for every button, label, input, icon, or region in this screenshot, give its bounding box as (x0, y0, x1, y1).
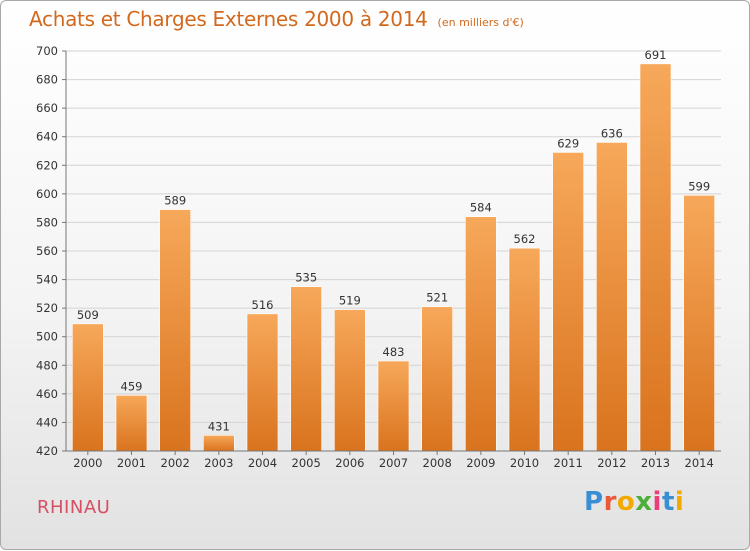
logo-letter: i (652, 487, 662, 517)
bar-value-label: 691 (645, 48, 667, 62)
bar (115, 394, 148, 452)
commune-name: RHINAU (37, 497, 111, 518)
y-tick-label: 680 (36, 73, 58, 87)
bar-value-label: 521 (426, 291, 448, 305)
bar-value-label: 636 (601, 126, 623, 140)
y-tick-label: 600 (36, 187, 58, 201)
x-tick-label: 2006 (335, 456, 364, 470)
bar (465, 216, 497, 452)
bar-value-label: 509 (77, 308, 99, 322)
bar-value-label: 584 (470, 201, 492, 215)
bar-value-label: 589 (164, 194, 186, 208)
x-tick-label: 2001 (117, 456, 146, 470)
y-tick-label: 660 (36, 101, 58, 115)
bar (639, 63, 672, 452)
y-tick-label: 420 (36, 444, 58, 458)
y-tick-label: 560 (36, 244, 58, 258)
bar (72, 323, 104, 452)
bar-value-label: 431 (208, 419, 230, 433)
y-tick-label: 500 (36, 330, 58, 344)
y-tick-label: 640 (36, 130, 58, 144)
bar-value-label: 629 (557, 136, 579, 150)
logo-letter: x (635, 487, 653, 517)
bar (421, 306, 453, 452)
bar (203, 434, 235, 452)
bar (596, 142, 628, 452)
y-tick-label: 700 (36, 44, 58, 58)
bar (377, 360, 410, 452)
y-tick-label: 580 (36, 215, 58, 229)
bar-value-label: 599 (688, 179, 710, 193)
x-tick-label: 2011 (554, 456, 583, 470)
chart-title-text: Achats et Charges Externes 2000 à 2014 (29, 7, 428, 31)
bar-value-label: 535 (295, 271, 317, 285)
y-tick-label: 440 (36, 415, 58, 429)
y-tick-label: 480 (36, 358, 58, 372)
bar (246, 313, 279, 452)
bar-value-label: 483 (383, 345, 405, 359)
x-tick-label: 2002 (161, 456, 190, 470)
y-tick-label: 620 (36, 158, 58, 172)
axes (62, 50, 721, 455)
bar (552, 152, 584, 452)
bars (72, 63, 715, 452)
logo-letter: P (584, 487, 604, 517)
y-tick-label: 460 (36, 387, 58, 401)
labels: 420 440 460 480 500 520 540 560 580 600 620 640 660 6… (36, 44, 714, 470)
x-tick-label: 2012 (597, 456, 626, 470)
logo-letter: o (616, 487, 636, 517)
bar (508, 247, 541, 452)
x-tick-label: 2000 (73, 456, 102, 470)
bar (290, 286, 322, 452)
bar (334, 309, 366, 452)
x-tick-label: 2009 (466, 456, 495, 470)
bar-value-label: 516 (252, 298, 274, 312)
bar-value-label: 459 (121, 379, 143, 393)
x-tick-label: 2010 (510, 456, 539, 470)
x-tick-label: 2004 (248, 456, 277, 470)
x-tick-label: 2007 (379, 456, 408, 470)
x-tick-label: 2003 (204, 456, 233, 470)
unit-label: (en milliers d'€) (437, 16, 524, 29)
bar-value-label: 562 (514, 232, 536, 246)
proxiti-logo: Proxiti (584, 487, 684, 517)
bar (159, 209, 191, 452)
bar-value-label: 519 (339, 294, 361, 308)
x-tick-label: 2008 (423, 456, 452, 470)
bar (683, 194, 715, 452)
logo-letter: i (674, 487, 685, 517)
x-tick-label: 2005 (292, 456, 321, 470)
logo-letter: t (661, 487, 675, 517)
logo-letter: r (603, 487, 617, 517)
x-tick-label: 2013 (641, 456, 670, 470)
chart-title: Achats et Charges Externes 2000 à 2014 (e… (29, 7, 524, 31)
y-tick-label: 540 (36, 273, 58, 287)
x-tick-label: 2014 (685, 456, 714, 470)
y-tick-label: 520 (36, 301, 58, 315)
